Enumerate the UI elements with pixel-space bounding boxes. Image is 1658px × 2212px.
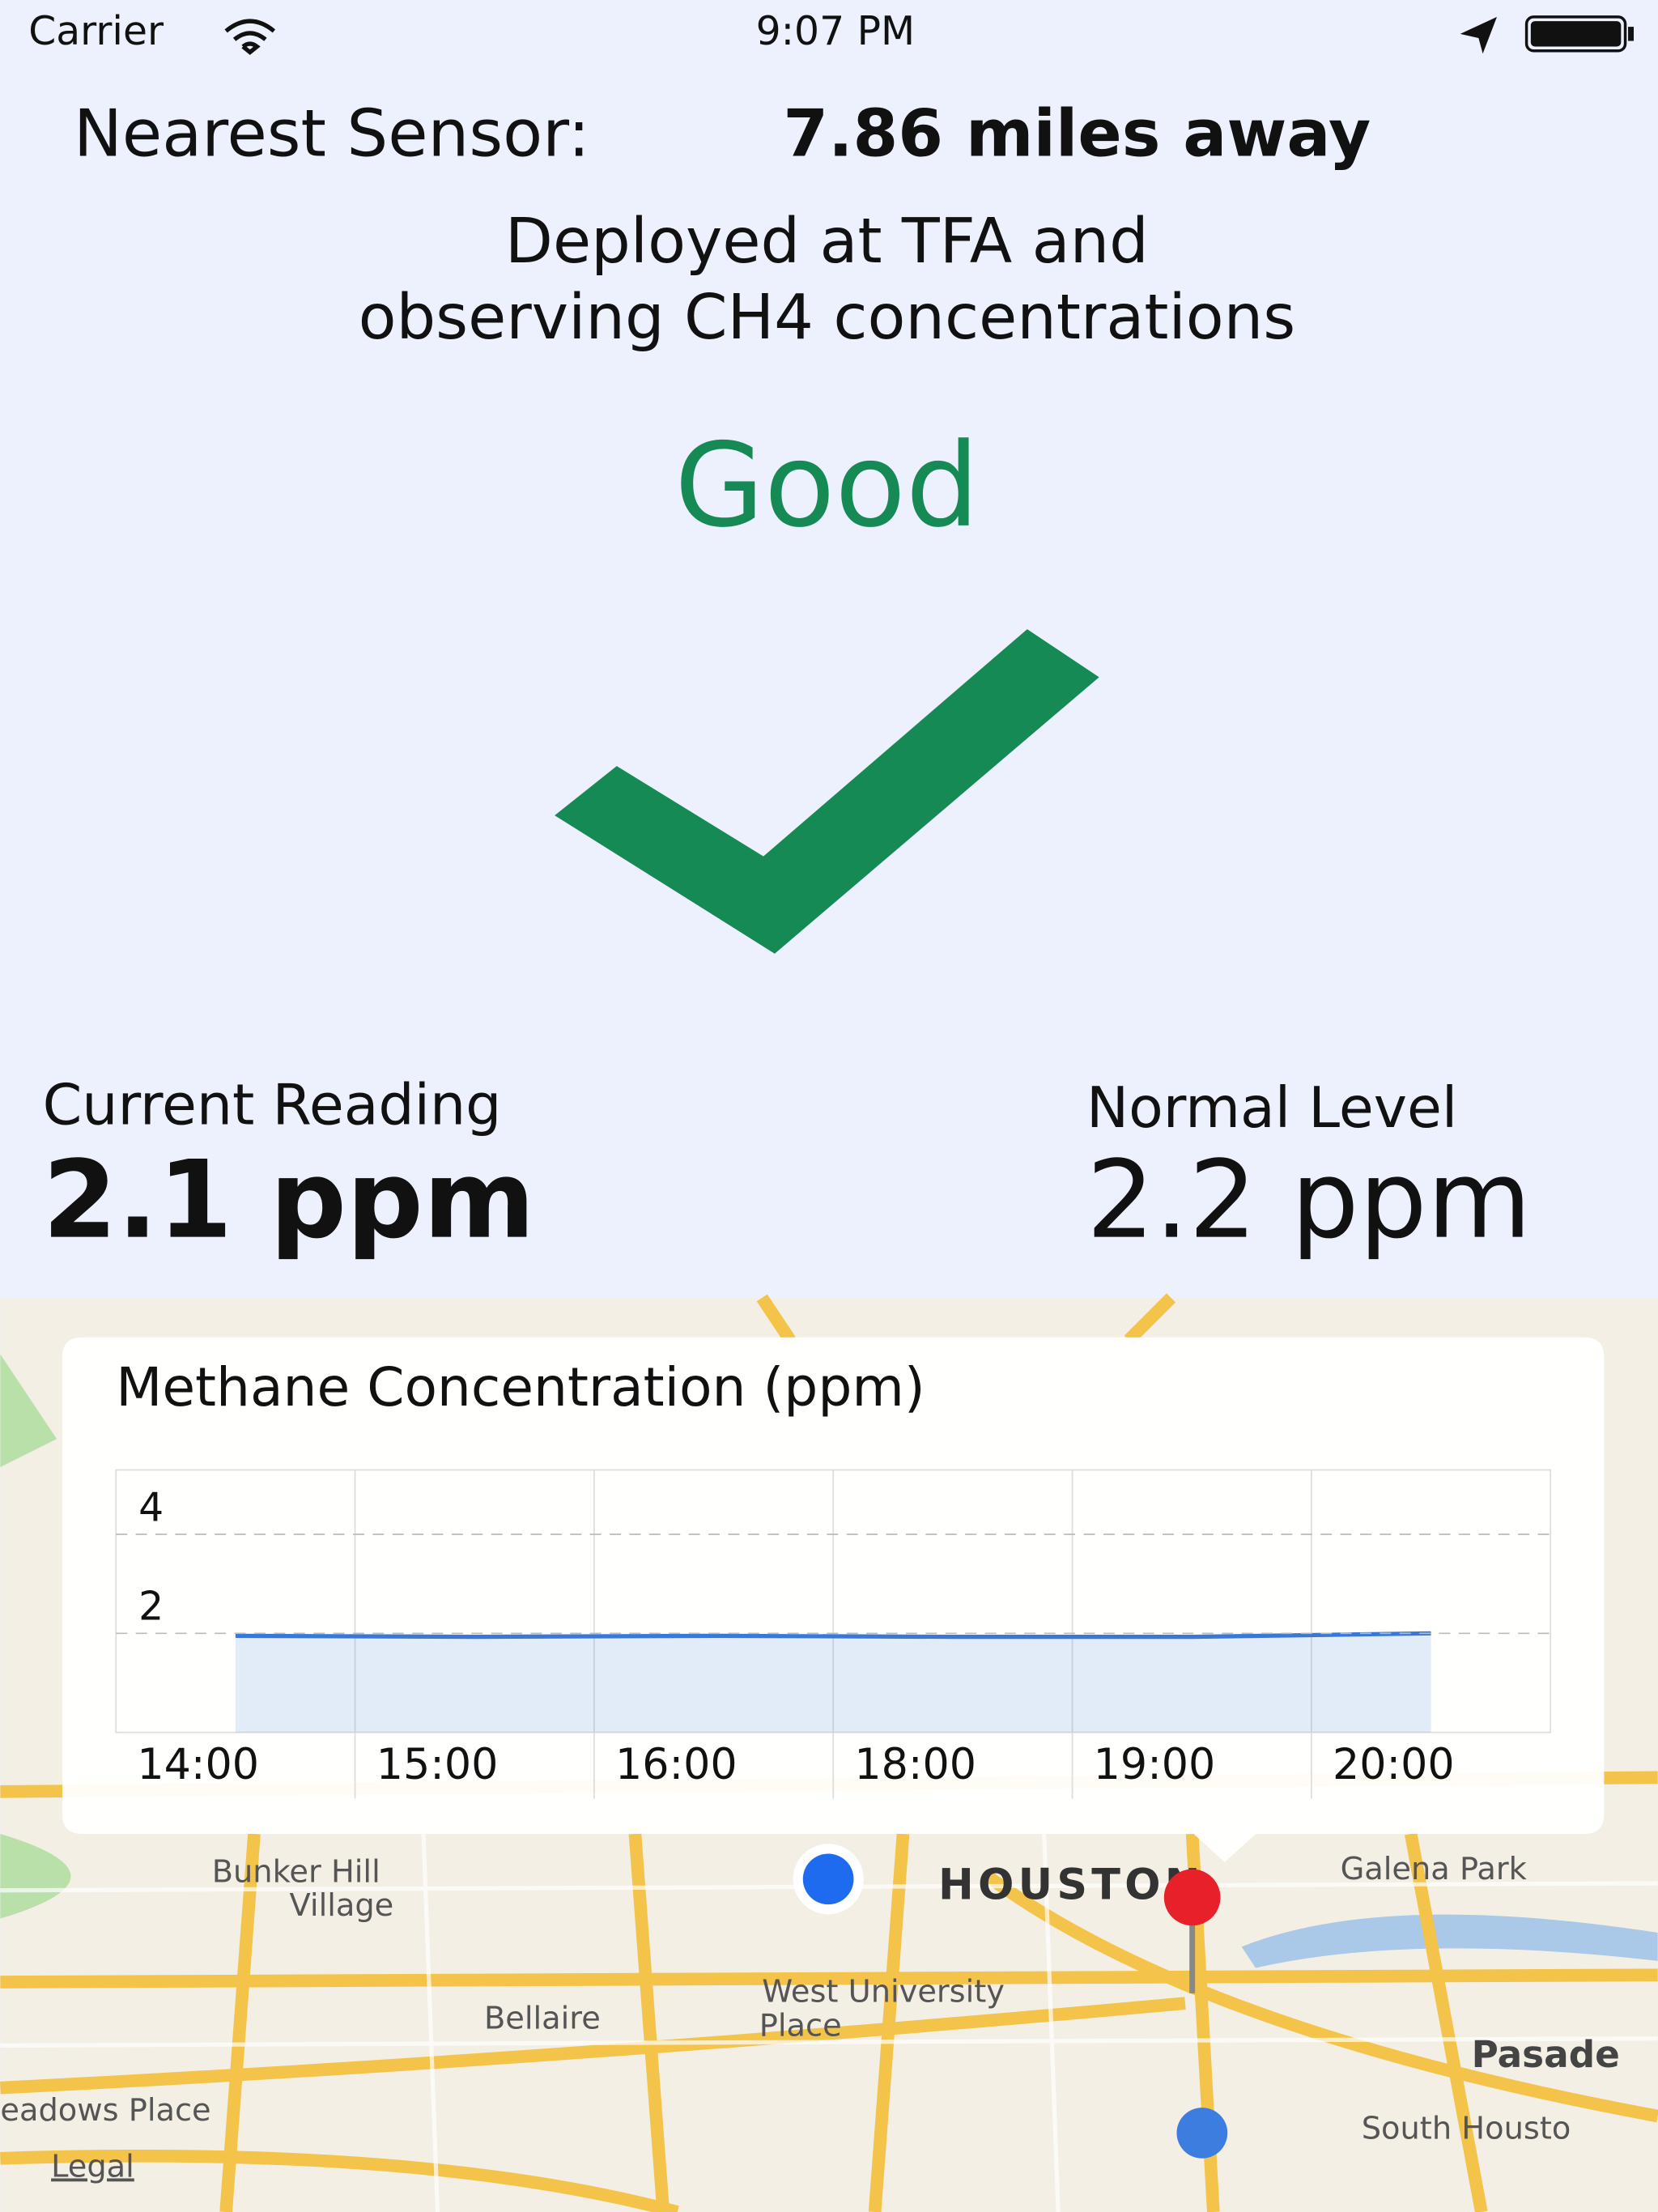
description: observing CH4 concentrations [359, 282, 1296, 354]
map-label: Galena Park [1341, 1851, 1528, 1887]
chart-title: Methane Concentration (ppm) [116, 1356, 925, 1419]
line [235, 1631, 1431, 1640]
x-tick-label: 18:00 [854, 1740, 976, 1789]
battery [1524, 15, 1627, 53]
wifi-icon [224, 19, 276, 55]
battery-level [1530, 21, 1622, 47]
checkmark [555, 629, 1099, 954]
sensor-label: Nearest Sensor: [74, 96, 590, 172]
description: Deployed at TFA and [505, 206, 1149, 278]
map-label: Village [290, 1887, 394, 1924]
battery-tip [1628, 27, 1635, 41]
status-text: Good [674, 418, 979, 553]
map-label: Place [759, 2007, 842, 2044]
map-label: eadows Place [0, 2092, 210, 2129]
carrier: Carrier [28, 8, 164, 54]
location-icon [1460, 16, 1498, 54]
map-label: Bellaire [484, 2001, 601, 2037]
airport-icon [1176, 2108, 1228, 2159]
plot: 2 4 14:00 15:00 16:00 18:00 19:00 20:00 [116, 1470, 1551, 1799]
x-tick-label: 19:00 [1094, 1740, 1216, 1789]
y-tick-label: 4 [138, 1484, 164, 1530]
map-label: West University [762, 1973, 1005, 2010]
background [0, 0, 1657, 1298]
y-tick-label: 2 [138, 1584, 164, 1630]
current-value: 2.1 ppm [43, 1138, 535, 1263]
x-tick-label: 16:00 [615, 1740, 738, 1789]
map-label: South Housto [1362, 2110, 1571, 2146]
user-location [802, 1853, 854, 1905]
sensor-distance: 7.86 miles away [783, 96, 1371, 172]
sensor-pin[interactable] [1163, 1869, 1221, 1926]
map-label: Bunker Hill [212, 1853, 380, 1890]
map-label: HOUSTON [938, 1860, 1205, 1909]
current-label: Current Reading [43, 1073, 502, 1138]
x-tick-label: 15:00 [376, 1740, 499, 1789]
normal-label: Normal Level [1086, 1075, 1457, 1141]
map-label: Pasade [1472, 2033, 1620, 2076]
x-tick-label: 20:00 [1333, 1740, 1455, 1789]
water [1241, 1914, 1658, 1968]
legal-link[interactable]: Legal [51, 2148, 134, 2184]
park [0, 1354, 71, 1919]
normal-value: 2.2 ppm [1086, 1138, 1532, 1263]
clock: 9:07 PM [756, 8, 916, 54]
x-tick-label: 14:00 [137, 1740, 259, 1789]
area [235, 1633, 1431, 1733]
